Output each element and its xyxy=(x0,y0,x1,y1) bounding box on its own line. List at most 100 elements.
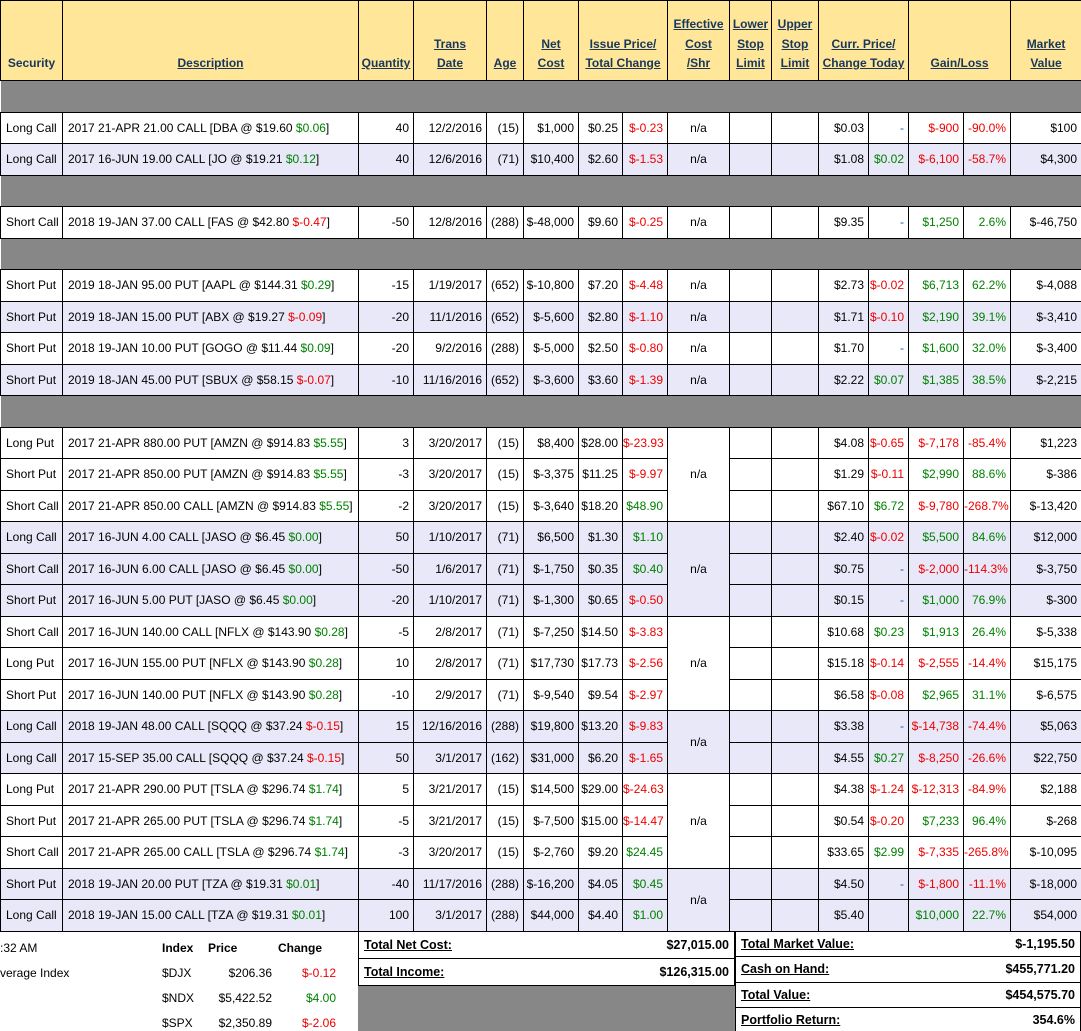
cell-upper-stop-limit[interactable] xyxy=(771,111,819,144)
cell-security[interactable]: Long Put xyxy=(0,773,63,806)
cell-issue-price[interactable]: $9.54 xyxy=(578,678,623,711)
cell-total-change[interactable]: $-0.23 xyxy=(622,111,668,144)
cell-issue-price[interactable]: $2.80 xyxy=(578,300,623,333)
cell-net-cost[interactable]: $-2,760 xyxy=(523,836,579,869)
cell-lower-stop-limit[interactable] xyxy=(729,111,772,144)
cell-quantity[interactable]: 5 xyxy=(358,773,414,806)
total-value-row[interactable]: Total Value: $454,575.70 xyxy=(735,982,1081,1008)
cell-market-value[interactable]: $54,000 xyxy=(1010,899,1081,932)
cell-net-cost[interactable]: $-3,640 xyxy=(523,489,579,522)
cell-security[interactable]: Short Put xyxy=(0,332,63,365)
cell-issue-price[interactable]: $29.00 xyxy=(578,773,623,806)
cell-net-cost[interactable]: $-3,375 xyxy=(523,458,579,491)
cell-gain-loss[interactable]: $1,600 xyxy=(908,332,965,365)
cell-age[interactable]: (71) xyxy=(486,678,524,711)
cell-security[interactable]: Short Put xyxy=(0,363,63,396)
cell-issue-price[interactable]: $7.20 xyxy=(578,269,623,302)
cell-gain-loss-pct[interactable]: -268.7% xyxy=(963,489,1012,522)
cell-issue-price[interactable]: $15.00 xyxy=(578,804,623,837)
cell-curr-price[interactable]: $33.65 xyxy=(818,836,869,869)
cell-quantity[interactable]: -20 xyxy=(358,300,414,333)
cell-security[interactable]: Long Put xyxy=(0,647,63,680)
cell-issue-price[interactable]: $28.00 xyxy=(578,426,623,459)
cell-security[interactable]: Short Call xyxy=(0,489,63,522)
cell-total-change[interactable]: $-2.97 xyxy=(622,678,668,711)
cell-description[interactable]: 2019 18-JAN 15.00 PUT [ABX @ $19.27 $-0.… xyxy=(62,300,359,333)
cell-change-today[interactable]: $-0.08 xyxy=(867,678,910,711)
cell-effective-cost[interactable]: n/a xyxy=(667,426,730,522)
cell-issue-price[interactable]: $9.60 xyxy=(578,206,623,239)
cell-quantity[interactable]: -20 xyxy=(358,584,414,617)
cell-effective-cost[interactable]: n/a xyxy=(667,773,730,869)
cell-description[interactable]: 2017 16-JUN 155.00 PUT [NFLX @ $143.90 $… xyxy=(62,647,359,680)
cell-market-value[interactable]: $-4,088 xyxy=(1010,269,1081,302)
cell-age[interactable]: (15) xyxy=(486,111,524,144)
cell-security[interactable]: Short Put xyxy=(0,584,63,617)
cell-total-change[interactable]: $-0.25 xyxy=(622,206,668,239)
cell-lower-stop-limit[interactable] xyxy=(729,206,772,239)
cell-change-today[interactable]: - xyxy=(867,206,910,239)
cell-description[interactable]: 2017 15-SEP 35.00 CALL [SQQQ @ $37.24 $-… xyxy=(62,741,359,774)
cell-market-value[interactable]: $5,063 xyxy=(1010,710,1081,743)
cell-upper-stop-limit[interactable] xyxy=(771,899,819,932)
cell-upper-stop-limit[interactable] xyxy=(771,615,819,648)
cell-trans-date[interactable]: 12/16/2016 xyxy=(413,710,487,743)
cell-curr-price[interactable]: $10.68 xyxy=(818,615,869,648)
cell-total-change[interactable]: $48.90 xyxy=(622,489,668,522)
cell-security[interactable]: Short Put xyxy=(0,804,63,837)
cell-curr-price[interactable]: $0.54 xyxy=(818,804,869,837)
cell-description[interactable]: 2017 21-APR 265.00 PUT [TSLA @ $296.74 $… xyxy=(62,804,359,837)
cell-market-value[interactable]: $-5,338 xyxy=(1010,615,1081,648)
cell-curr-price[interactable]: $1.29 xyxy=(818,458,869,491)
cell-effective-cost[interactable]: n/a xyxy=(667,615,730,711)
cell-upper-stop-limit[interactable] xyxy=(771,458,819,491)
cell-quantity[interactable]: -3 xyxy=(358,836,414,869)
cell-trans-date[interactable]: 2/8/2017 xyxy=(413,615,487,648)
cell-description[interactable]: 2017 21-APR 880.00 PUT [AMZN @ $914.83 $… xyxy=(62,426,359,459)
cell-gain-loss[interactable]: $2,965 xyxy=(908,678,965,711)
cell-change-today[interactable]: - xyxy=(867,584,910,617)
cell-trans-date[interactable]: 1/10/2017 xyxy=(413,521,487,554)
cell-net-cost[interactable]: $-7,500 xyxy=(523,804,579,837)
cell-age[interactable]: (71) xyxy=(486,552,524,585)
cell-curr-price[interactable]: $15.18 xyxy=(818,647,869,680)
cell-lower-stop-limit[interactable] xyxy=(729,710,772,743)
cell-upper-stop-limit[interactable] xyxy=(771,552,819,585)
cell-trans-date[interactable]: 11/1/2016 xyxy=(413,300,487,333)
col-header-issue-price-total-change[interactable]: Issue Price/ Total Change xyxy=(578,0,668,81)
cell-age[interactable]: (71) xyxy=(486,615,524,648)
cell-description[interactable]: 2017 16-JUN 140.00 PUT [NFLX @ $143.90 $… xyxy=(62,678,359,711)
cell-gain-loss-pct[interactable]: -26.6% xyxy=(963,741,1012,774)
cell-upper-stop-limit[interactable] xyxy=(771,489,819,522)
cell-gain-loss-pct[interactable]: -265.8% xyxy=(963,836,1012,869)
cell-change-today[interactable]: - xyxy=(867,867,910,900)
cell-gain-loss[interactable]: $1,250 xyxy=(908,206,965,239)
cell-quantity[interactable]: -20 xyxy=(358,332,414,365)
cell-market-value[interactable]: $100 xyxy=(1010,111,1081,144)
cell-security[interactable]: Long Call xyxy=(0,899,63,932)
cell-net-cost[interactable]: $6,500 xyxy=(523,521,579,554)
cell-age[interactable]: (71) xyxy=(486,521,524,554)
cell-trans-date[interactable]: 3/20/2017 xyxy=(413,458,487,491)
cell-description[interactable]: 2017 21-APR 850.00 CALL [AMZN @ $914.83 … xyxy=(62,489,359,522)
cell-trans-date[interactable]: 3/20/2017 xyxy=(413,426,487,459)
cell-trans-date[interactable]: 11/16/2016 xyxy=(413,363,487,396)
cell-issue-price[interactable]: $17.73 xyxy=(578,647,623,680)
cell-total-change[interactable]: $-24.63 xyxy=(622,773,668,806)
col-header-effective-cost-shr[interactable]: Effective Cost /Shr xyxy=(667,0,730,81)
cell-curr-price[interactable]: $2.73 xyxy=(818,269,869,302)
cell-total-change[interactable]: $24.45 xyxy=(622,836,668,869)
cell-lower-stop-limit[interactable] xyxy=(729,426,772,459)
cell-lower-stop-limit[interactable] xyxy=(729,143,772,176)
cell-effective-cost[interactable]: n/a xyxy=(667,710,730,774)
cell-lower-stop-limit[interactable] xyxy=(729,678,772,711)
cell-net-cost[interactable]: $10,400 xyxy=(523,143,579,176)
cell-trans-date[interactable]: 3/21/2017 xyxy=(413,773,487,806)
cell-gain-loss-pct[interactable]: -85.4% xyxy=(963,426,1012,459)
cell-curr-price[interactable]: $4.38 xyxy=(818,773,869,806)
cell-total-change[interactable]: $-1.39 xyxy=(622,363,668,396)
cell-issue-price[interactable]: $0.65 xyxy=(578,584,623,617)
cell-lower-stop-limit[interactable] xyxy=(729,269,772,302)
cell-security[interactable]: Long Call xyxy=(0,111,63,144)
col-header-market-value[interactable]: Market Value xyxy=(1010,0,1081,81)
